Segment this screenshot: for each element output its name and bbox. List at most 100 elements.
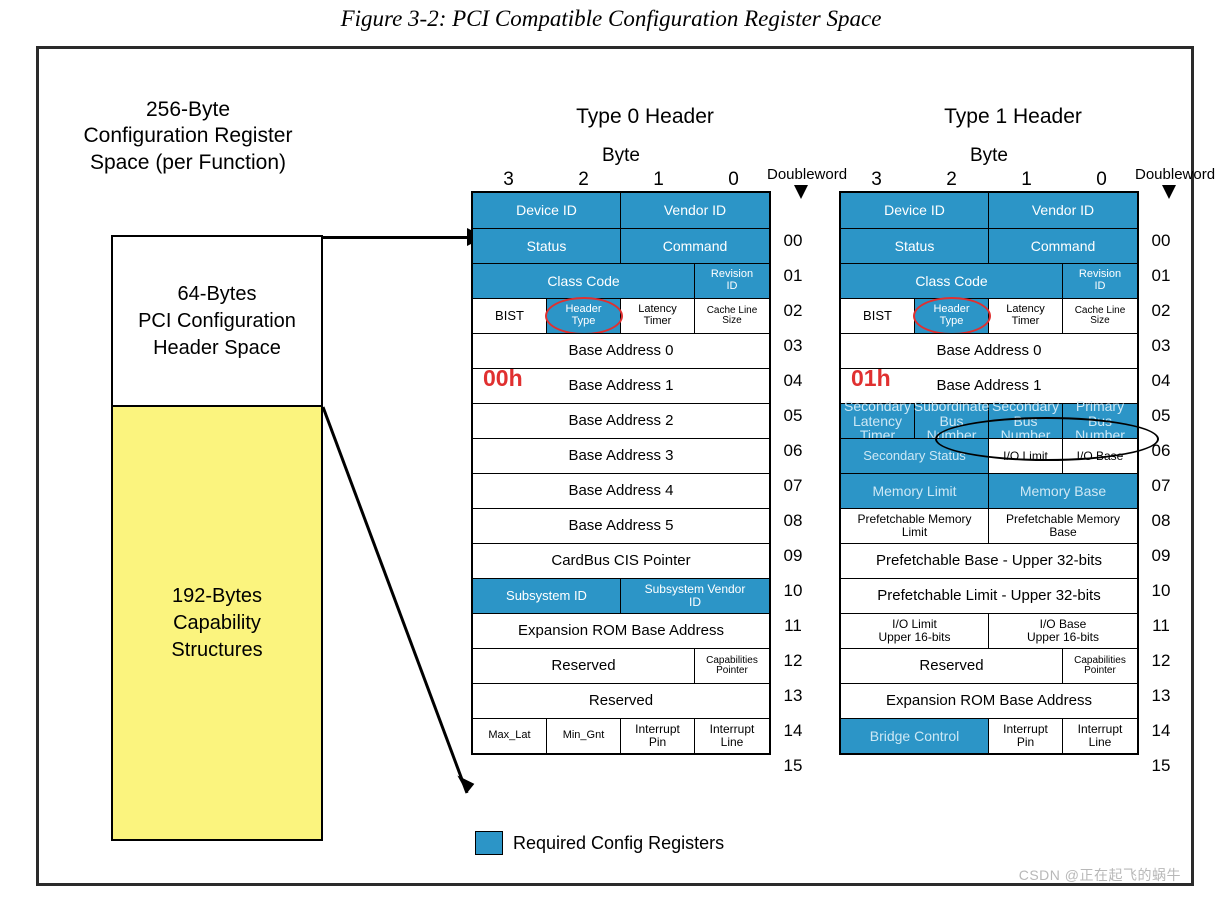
reg-cell: Max_Lat <box>473 719 547 753</box>
reg-cell: Memory Base <box>989 474 1137 508</box>
arrow-top-line <box>323 236 471 239</box>
reg-row: Base Address 5 <box>473 508 769 543</box>
reg-row: CardBus CIS Pointer <box>473 543 769 578</box>
reg-cell: Prefetchable Base - Upper 32-bits <box>841 544 1137 578</box>
arrow-diag <box>321 405 491 811</box>
dword-offset: 11 <box>777 608 809 643</box>
reg-row: Secondary StatusI/O LimitI/O Base <box>841 438 1137 473</box>
doubleword-label-0: Doubleword <box>767 167 831 200</box>
reg-cell: Command <box>989 229 1137 263</box>
legend-swatch <box>475 831 503 855</box>
dword-offset: 13 <box>1145 678 1177 713</box>
reg-cell: Expansion ROM Base Address <box>473 614 769 648</box>
reg-cell: Min_Gnt <box>547 719 621 753</box>
byte-col-0: 0 <box>696 169 771 191</box>
capability-box: 192-BytesCapabilityStructures <box>111 407 323 841</box>
dword-offset: 01 <box>777 258 809 293</box>
reg-cell: BIST <box>473 299 547 333</box>
reg-row: I/O LimitUpper 16-bitsI/O BaseUpper 16-b… <box>841 613 1137 648</box>
reg-cell: Reserved <box>841 649 1063 683</box>
reg-cell: I/O LimitUpper 16-bits <box>841 614 989 648</box>
reg-row: BISTHeaderTypeLatencyTimerCache LineSize <box>473 298 769 333</box>
doubleword-label-1: Doubleword <box>1135 167 1199 200</box>
reg-cell: Subordinate BusNumber <box>915 404 989 438</box>
reg-row: Prefetchable Base - Upper 32-bits <box>841 543 1137 578</box>
reg-cell: Command <box>621 229 769 263</box>
reg-row: Base Address 4 <box>473 473 769 508</box>
dword-offset: 04 <box>777 363 809 398</box>
reg-row: Subsystem IDSubsystem VendorID <box>473 578 769 613</box>
reg-cell: Status <box>473 229 621 263</box>
byte-col-3: 3 <box>839 169 914 191</box>
dword-offset: 02 <box>777 293 809 328</box>
reg-row: Base Address 0 <box>473 333 769 368</box>
left-title: 256-ByteConfiguration RegisterSpace (per… <box>63 97 313 176</box>
reg-cell: LatencyTimer <box>621 299 695 333</box>
reg-row: ReservedCapabilitiesPointer <box>473 648 769 683</box>
dword-offset: 08 <box>1145 503 1177 538</box>
reg-cell: Prefetchable MemoryBase <box>989 509 1137 543</box>
dword-offset: 15 <box>1145 748 1177 783</box>
type0-offsets: 00010203040506070809101112131415 <box>777 223 809 783</box>
reg-row: Prefetchable Limit - Upper 32-bits <box>841 578 1137 613</box>
type0-title: Type 0 Header <box>471 105 819 129</box>
legend-text: Required Config Registers <box>513 833 724 854</box>
reg-cell: CapabilitiesPointer <box>1063 649 1137 683</box>
dword-offset: 07 <box>777 468 809 503</box>
dword-offset: 10 <box>777 573 809 608</box>
reg-cell: Device ID <box>841 193 989 228</box>
byte-col-1: 1 <box>621 169 696 191</box>
reg-cell: RevisionID <box>695 264 769 298</box>
dword-offset: 11 <box>1145 608 1177 643</box>
byte-col-0: 0 <box>1064 169 1139 191</box>
dword-offset: 08 <box>777 503 809 538</box>
dword-offset: 01 <box>1145 258 1177 293</box>
type1-title: Type 1 Header <box>839 105 1187 129</box>
reg-cell: Vendor ID <box>989 193 1137 228</box>
reg-cell: Reserved <box>473 684 769 718</box>
reg-cell: CapabilitiesPointer <box>695 649 769 683</box>
config-space-stack: 64-BytesPCI ConfigurationHeader Space 19… <box>111 235 323 841</box>
reg-cell: Class Code <box>473 264 695 298</box>
reg-cell: InterruptPin <box>989 719 1063 753</box>
reg-row: Secondary LatencyTimerSubordinate BusNum… <box>841 403 1137 438</box>
dword-offset: 05 <box>777 398 809 433</box>
reg-cell: Prefetchable Limit - Upper 32-bits <box>841 579 1137 613</box>
dword-offset: 06 <box>777 433 809 468</box>
reg-cell: Vendor ID <box>621 193 769 228</box>
reg-cell: I/O Base <box>1063 439 1137 473</box>
byte-col-3: 3 <box>471 169 546 191</box>
reg-cell: InterruptLine <box>1063 719 1137 753</box>
reg-cell: Base Address 2 <box>473 404 769 438</box>
reg-cell: I/O BaseUpper 16-bits <box>989 614 1137 648</box>
diagram-frame: 256-ByteConfiguration RegisterSpace (per… <box>36 46 1194 886</box>
reg-cell: Secondary LatencyTimer <box>841 404 915 438</box>
reg-cell: InterruptPin <box>621 719 695 753</box>
reg-cell: Secondary BusNumber <box>989 404 1063 438</box>
type1-table: Device IDVendor IDStatusCommandClass Cod… <box>839 191 1139 755</box>
dword-offset: 05 <box>1145 398 1177 433</box>
reg-row: BISTHeaderTypeLatencyTimerCache LineSize <box>841 298 1137 333</box>
reg-row: Expansion ROM Base Address <box>473 613 769 648</box>
dword-offset: 02 <box>1145 293 1177 328</box>
byte-label: Byte <box>471 145 771 167</box>
watermark: CSDN @正在起飞的蜗牛 <box>1019 865 1181 885</box>
reg-cell: Class Code <box>841 264 1063 298</box>
reg-cell: BIST <box>841 299 915 333</box>
dword-offset: 14 <box>1145 713 1177 748</box>
reg-cell: Base Address 0 <box>473 334 769 368</box>
reg-cell: HeaderType <box>915 299 989 333</box>
reg-row: Bridge ControlInterruptPinInterruptLine <box>841 718 1137 753</box>
byte-col-1: 1 <box>989 169 1064 191</box>
byte-label: Byte <box>839 145 1139 167</box>
dword-offset: 00 <box>777 223 809 258</box>
dword-offset: 06 <box>1145 433 1177 468</box>
reg-row: Base Address 2 <box>473 403 769 438</box>
dword-offset: 09 <box>1145 538 1177 573</box>
dword-offset: 07 <box>1145 468 1177 503</box>
dword-offset: 13 <box>777 678 809 713</box>
reg-cell: Subsystem ID <box>473 579 621 613</box>
reg-cell: RevisionID <box>1063 264 1137 298</box>
reg-row: Device IDVendor ID <box>841 193 1137 228</box>
reg-row: Memory LimitMemory Base <box>841 473 1137 508</box>
